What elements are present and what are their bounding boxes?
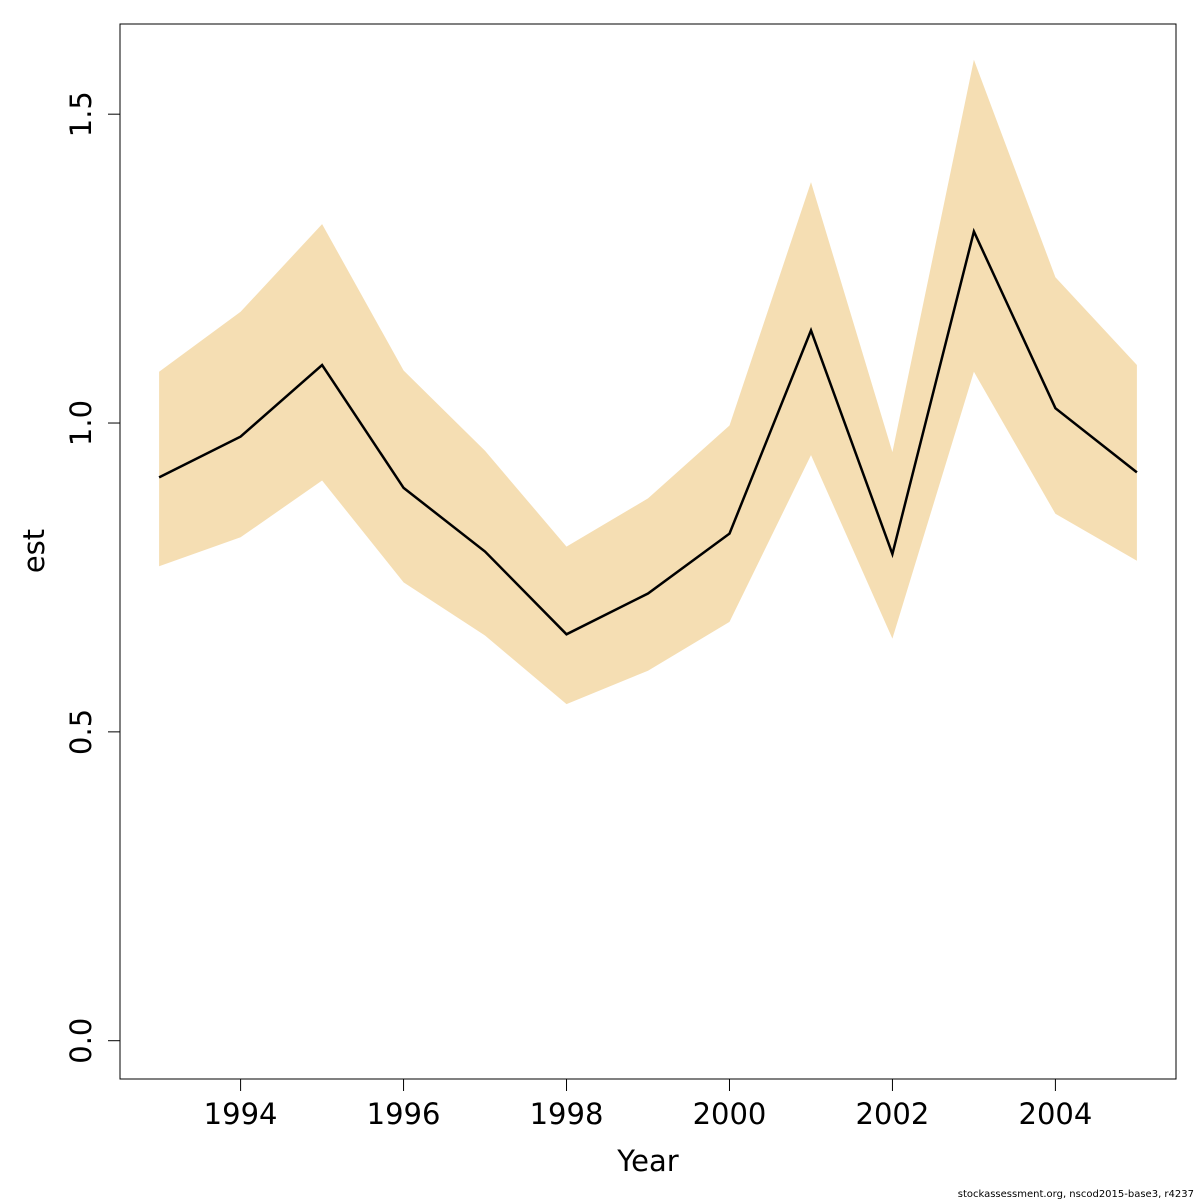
x-axis-title: Year — [616, 1144, 678, 1178]
series-line-layer — [158, 227, 1138, 636]
y-tick-label-1.5: 1.5 — [64, 91, 98, 137]
x-tick-label-2002: 2002 — [856, 1097, 930, 1131]
y-tick-label-0.5: 0.5 — [64, 709, 98, 755]
estimate-line — [158, 227, 1138, 636]
y-tick-label-0.0: 0.0 — [64, 1018, 98, 1064]
x-axis: 1994 1996 1998 2000 2002 2004 — [204, 1078, 1093, 1131]
x-tick-label-1998: 1998 — [530, 1097, 604, 1131]
y-axis-title: est — [17, 529, 51, 573]
y-axis: 0.0 0.5 1.0 1.5 — [64, 91, 121, 1064]
x-tick-label-1996: 1996 — [367, 1097, 441, 1131]
x-tick-label-1994: 1994 — [204, 1097, 278, 1131]
footer-credit: stockassessment.org, nscod2015-base3, r4… — [958, 1189, 1194, 1200]
x-tick-label-2000: 2000 — [693, 1097, 767, 1131]
y-tick-label-1.0: 1.0 — [64, 400, 98, 446]
x-tick-label-2004: 2004 — [1019, 1097, 1093, 1131]
confidence-band-layer — [159, 59, 1137, 705]
confidence-band — [159, 59, 1137, 705]
